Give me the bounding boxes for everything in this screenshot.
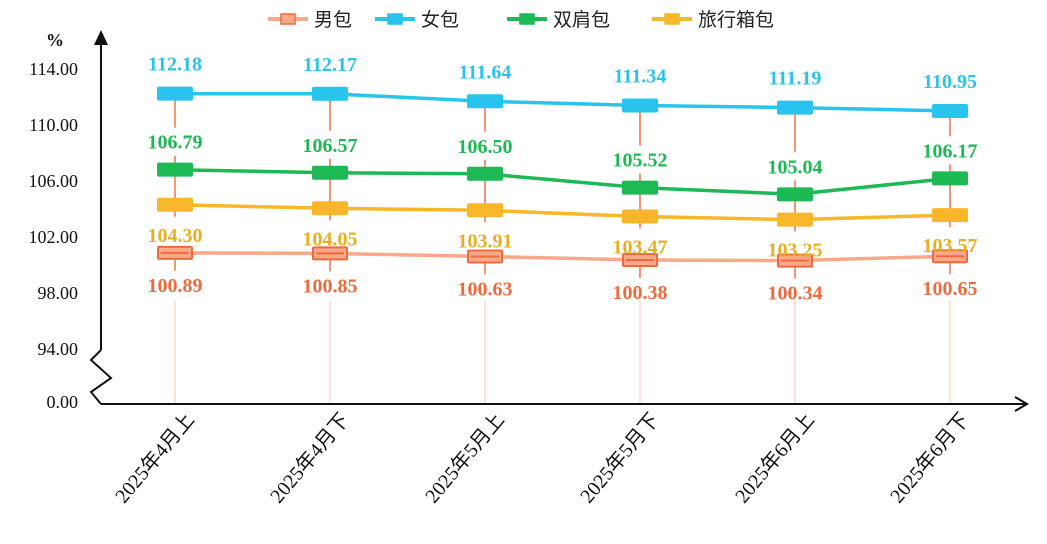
data-label-3-5: 103.57 <box>923 235 978 257</box>
data-label-3-0: 104.30 <box>148 225 203 247</box>
y-tick-label: 110.00 <box>29 115 78 135</box>
data-label-0-0: 100.89 <box>148 275 203 297</box>
data-label-2-1: 106.57 <box>303 135 358 157</box>
x-tick-label: 2025年6月下 <box>886 408 974 507</box>
data-label-3-4: 103.25 <box>768 240 823 262</box>
data-label-2-3: 105.52 <box>613 150 668 172</box>
legend-label-1: 女包 <box>421 9 459 31</box>
legend-swatch-marker-0 <box>280 13 296 25</box>
data-label-1-3: 111.34 <box>614 66 667 88</box>
data-label-2-4: 105.04 <box>768 156 823 178</box>
legend-swatch-marker-3 <box>664 13 680 25</box>
y-tick-label: 102.00 <box>29 227 79 247</box>
x-tick-label: 2025年5月下 <box>576 408 664 507</box>
legend-label-2: 双肩包 <box>553 9 610 31</box>
series-line-0 <box>174 251 951 263</box>
y-tick-label: 98.00 <box>38 283 79 303</box>
data-label-1-5: 110.95 <box>923 71 977 93</box>
data-label-0-1: 100.85 <box>303 275 358 297</box>
series-line-1 <box>174 91 951 113</box>
data-label-0-2: 100.63 <box>458 279 513 301</box>
y-tick-label: 114.00 <box>29 59 78 79</box>
data-label-3-1: 104.05 <box>303 228 358 250</box>
data-label-3-2: 103.91 <box>458 230 513 252</box>
series-line-3 <box>174 203 951 222</box>
y-axis-break <box>89 349 113 405</box>
y-tick-label: 0.00 <box>47 392 79 412</box>
data-label-1-0: 112.18 <box>148 54 202 76</box>
data-label-3-3: 103.47 <box>613 236 668 258</box>
x-axis-arrow <box>1014 396 1029 412</box>
data-label-0-3: 100.38 <box>613 282 668 304</box>
x-tick-label: 2025年4月下 <box>266 408 354 507</box>
y-tick-label: 94.00 <box>38 339 79 359</box>
y-axis-arrow <box>94 30 108 45</box>
data-label-1-1: 112.17 <box>303 54 357 76</box>
data-label-1-2: 111.64 <box>459 61 512 83</box>
series-line-2 <box>174 167 951 197</box>
y-axis-unit: % <box>46 30 64 50</box>
data-label-2-0: 106.79 <box>148 132 203 154</box>
legend-swatch-marker-2 <box>519 13 535 25</box>
y-tick-label: 106.00 <box>29 171 79 191</box>
legend-swatch-marker-1 <box>387 13 403 25</box>
data-label-2-5: 106.17 <box>923 140 978 162</box>
legend-label-0: 男包 <box>314 9 352 31</box>
data-label-2-2: 106.50 <box>458 136 513 158</box>
x-tick-label: 2025年5月上 <box>421 408 509 507</box>
data-label-0-5: 100.65 <box>923 278 978 300</box>
x-tick-label: 2025年4月上 <box>111 408 199 507</box>
data-label-0-4: 100.34 <box>768 283 823 305</box>
data-label-1-4: 111.19 <box>769 68 822 90</box>
legend-label-3: 旅行箱包 <box>698 9 774 31</box>
x-tick-label: 2025年6月上 <box>731 408 819 507</box>
